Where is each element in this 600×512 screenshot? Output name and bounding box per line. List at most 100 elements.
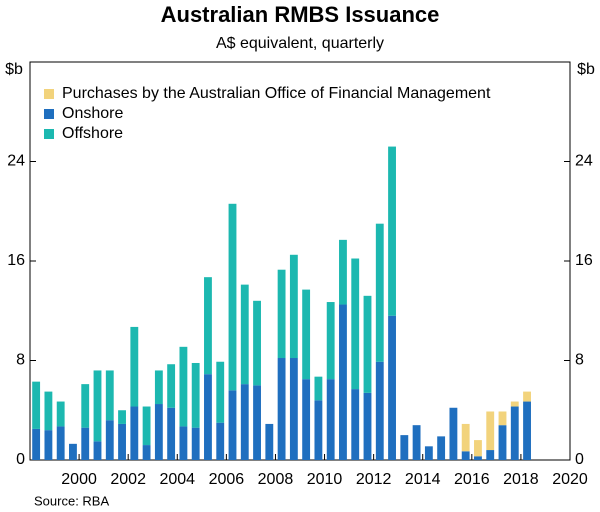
legend-swatch [44, 109, 54, 119]
bar [289, 254, 298, 359]
x-tick-label: 2002 [110, 471, 146, 488]
bar [142, 406, 151, 446]
bar [412, 425, 421, 460]
bar [118, 423, 126, 460]
bar [363, 295, 372, 393]
bar [510, 401, 519, 407]
y2-tick-label: 24 [575, 153, 593, 170]
bar [56, 401, 65, 427]
bar [93, 441, 102, 460]
legend-label: Onshore [62, 105, 123, 122]
bar [142, 445, 151, 460]
bar [388, 315, 396, 460]
bar [105, 370, 114, 421]
bar [375, 361, 384, 460]
bar [167, 407, 176, 460]
bar [191, 362, 200, 428]
bar [277, 358, 286, 460]
bar [130, 326, 139, 407]
y2-tick-label: 8 [575, 352, 584, 369]
y-axis-label: $b [5, 61, 23, 78]
bar [240, 384, 249, 460]
bar [486, 450, 495, 460]
legend-label: Purchases by the Australian Office of Fi… [62, 85, 491, 102]
x-tick-label: 2010 [307, 471, 343, 488]
bar [32, 428, 41, 460]
bar [44, 391, 53, 431]
bar [253, 300, 261, 386]
bar [105, 420, 114, 460]
x-tick-label: 2000 [61, 471, 97, 488]
y2-tick-label: 0 [575, 451, 584, 468]
bar [204, 374, 212, 460]
bar [326, 302, 335, 380]
legend-swatch [44, 129, 54, 139]
bar [400, 435, 409, 460]
x-tick-label: 2008 [258, 471, 294, 488]
bar [375, 223, 384, 362]
chart-title: Australian RMBS Issuance [161, 2, 440, 27]
bar [32, 381, 41, 429]
bar [154, 370, 163, 405]
bar [228, 203, 237, 391]
x-tick-label: 2016 [454, 471, 490, 488]
bar [167, 364, 176, 408]
legend-swatch [44, 89, 54, 99]
bar [351, 258, 360, 390]
bar [204, 277, 212, 375]
bar [486, 411, 495, 451]
bar [118, 410, 126, 424]
bar [81, 427, 90, 460]
bar [240, 284, 249, 385]
y-tick-label: 16 [7, 252, 25, 269]
bar [69, 443, 77, 460]
bar [253, 385, 261, 460]
y2-axis-label: $b [577, 61, 595, 78]
bar [179, 426, 188, 460]
bar [523, 401, 531, 460]
bar [265, 423, 274, 460]
x-tick-label: 2006 [209, 471, 245, 488]
x-tick-label: 2014 [405, 471, 441, 488]
x-tick-label: 2018 [503, 471, 539, 488]
bar [302, 289, 311, 380]
bar [302, 379, 311, 460]
y-tick-label: 24 [7, 153, 25, 170]
x-tick-label: 2012 [356, 471, 392, 488]
bar [424, 446, 433, 460]
bar [314, 376, 323, 401]
bar [228, 390, 237, 460]
bar [523, 391, 531, 402]
bar [93, 370, 102, 442]
y2-tick-label: 16 [575, 252, 593, 269]
bar [216, 361, 225, 423]
bar [461, 423, 470, 452]
x-tick-label: 2004 [159, 471, 195, 488]
y-tick-label: 8 [16, 352, 25, 369]
bar [498, 425, 507, 460]
bar [437, 436, 446, 460]
bar [339, 304, 347, 460]
bar [351, 389, 360, 460]
bar [510, 406, 519, 460]
bar [216, 422, 225, 460]
bar [191, 427, 200, 460]
bar [314, 400, 323, 460]
bar [277, 269, 286, 359]
bar [474, 440, 482, 457]
bar [81, 384, 90, 428]
bar [326, 379, 335, 460]
bar [339, 239, 347, 305]
bar [179, 346, 188, 427]
bar [56, 426, 65, 460]
bar [130, 406, 139, 460]
bar [388, 146, 396, 316]
bar [498, 411, 507, 426]
bar [154, 404, 163, 460]
y-tick-label: 0 [16, 451, 25, 468]
x-tick-label: 2020 [552, 471, 588, 488]
bar [44, 430, 53, 460]
source: Source: RBA [34, 493, 109, 508]
chart-subtitle: A$ equivalent, quarterly [216, 35, 384, 52]
